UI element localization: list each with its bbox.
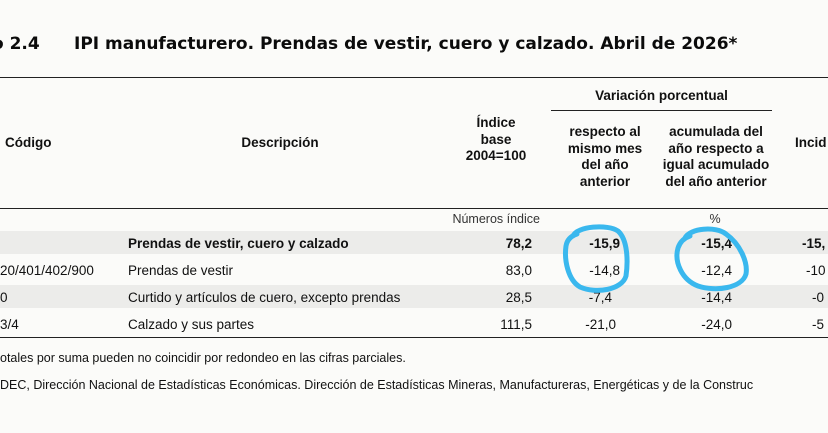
- row-3-acumulada: -24,0: [701, 317, 732, 332]
- row-1-incidencia: -10: [806, 263, 826, 278]
- header-respecto: respecto al mismo mes del año anterior: [567, 124, 643, 189]
- row-0-indice: 78,2: [505, 236, 532, 251]
- row-3-descripcion: Calzado y sus partes: [128, 317, 255, 332]
- row-1-respecto: -14,8: [589, 263, 620, 278]
- row-3-indice: 111,5: [500, 317, 532, 332]
- row-0-incidencia: -15,: [802, 236, 826, 251]
- units-percent: %: [709, 212, 721, 226]
- units-indices: Números índice: [452, 212, 540, 226]
- row-2-codigo: 0: [0, 290, 8, 305]
- footnote-rounding: otales por suma pueden no coincidir por …: [0, 351, 406, 365]
- row-1-codigo: 20/401/402/900: [0, 263, 94, 278]
- header-indice-base: Índice base 2004=100: [465, 115, 527, 163]
- row-0-acumulada: -15,4: [701, 236, 732, 251]
- row-2-respecto: -7,4: [588, 290, 612, 305]
- row-0-descripcion: Prendas de vestir, cuero y calzado: [128, 236, 349, 251]
- row-1-indice: 83,0: [505, 263, 532, 278]
- table-number: o 2.4: [0, 34, 40, 54]
- table-title-text: IPI manufacturero. Prendas de vestir, cu…: [74, 34, 738, 54]
- top-rule: [0, 77, 828, 78]
- header-acumulada: acumulada del año respecto a igual acumu…: [662, 124, 770, 189]
- header-incidencia: Incid: [795, 135, 827, 150]
- header-descripcion: Descripción: [241, 135, 319, 150]
- row-3-respecto: -21,0: [585, 317, 616, 332]
- header-bottom-rule: [0, 208, 828, 209]
- row-0-respecto: -15,9: [589, 236, 620, 251]
- header-variacion: Variación porcentual: [595, 88, 728, 103]
- row-2-descripcion: Curtido y artículos de cuero, excepto pr…: [128, 290, 401, 305]
- variacion-rule: [551, 110, 772, 111]
- header-codigo: Código: [5, 135, 52, 150]
- row-2-indice: 28,5: [505, 290, 532, 305]
- row-3-codigo: 3/4: [0, 317, 19, 332]
- row-1-acumulada: -12,4: [701, 263, 732, 278]
- footnote-source: DEC, Dirección Nacional de Estadísticas …: [0, 378, 754, 392]
- row-2-incidencia: -0: [812, 290, 825, 305]
- row-1-descripcion: Prendas de vestir: [128, 263, 234, 278]
- row-3-incidencia: -5: [812, 317, 825, 332]
- row-2-acumulada: -14,4: [701, 290, 732, 305]
- table-bottom-rule: [0, 337, 828, 338]
